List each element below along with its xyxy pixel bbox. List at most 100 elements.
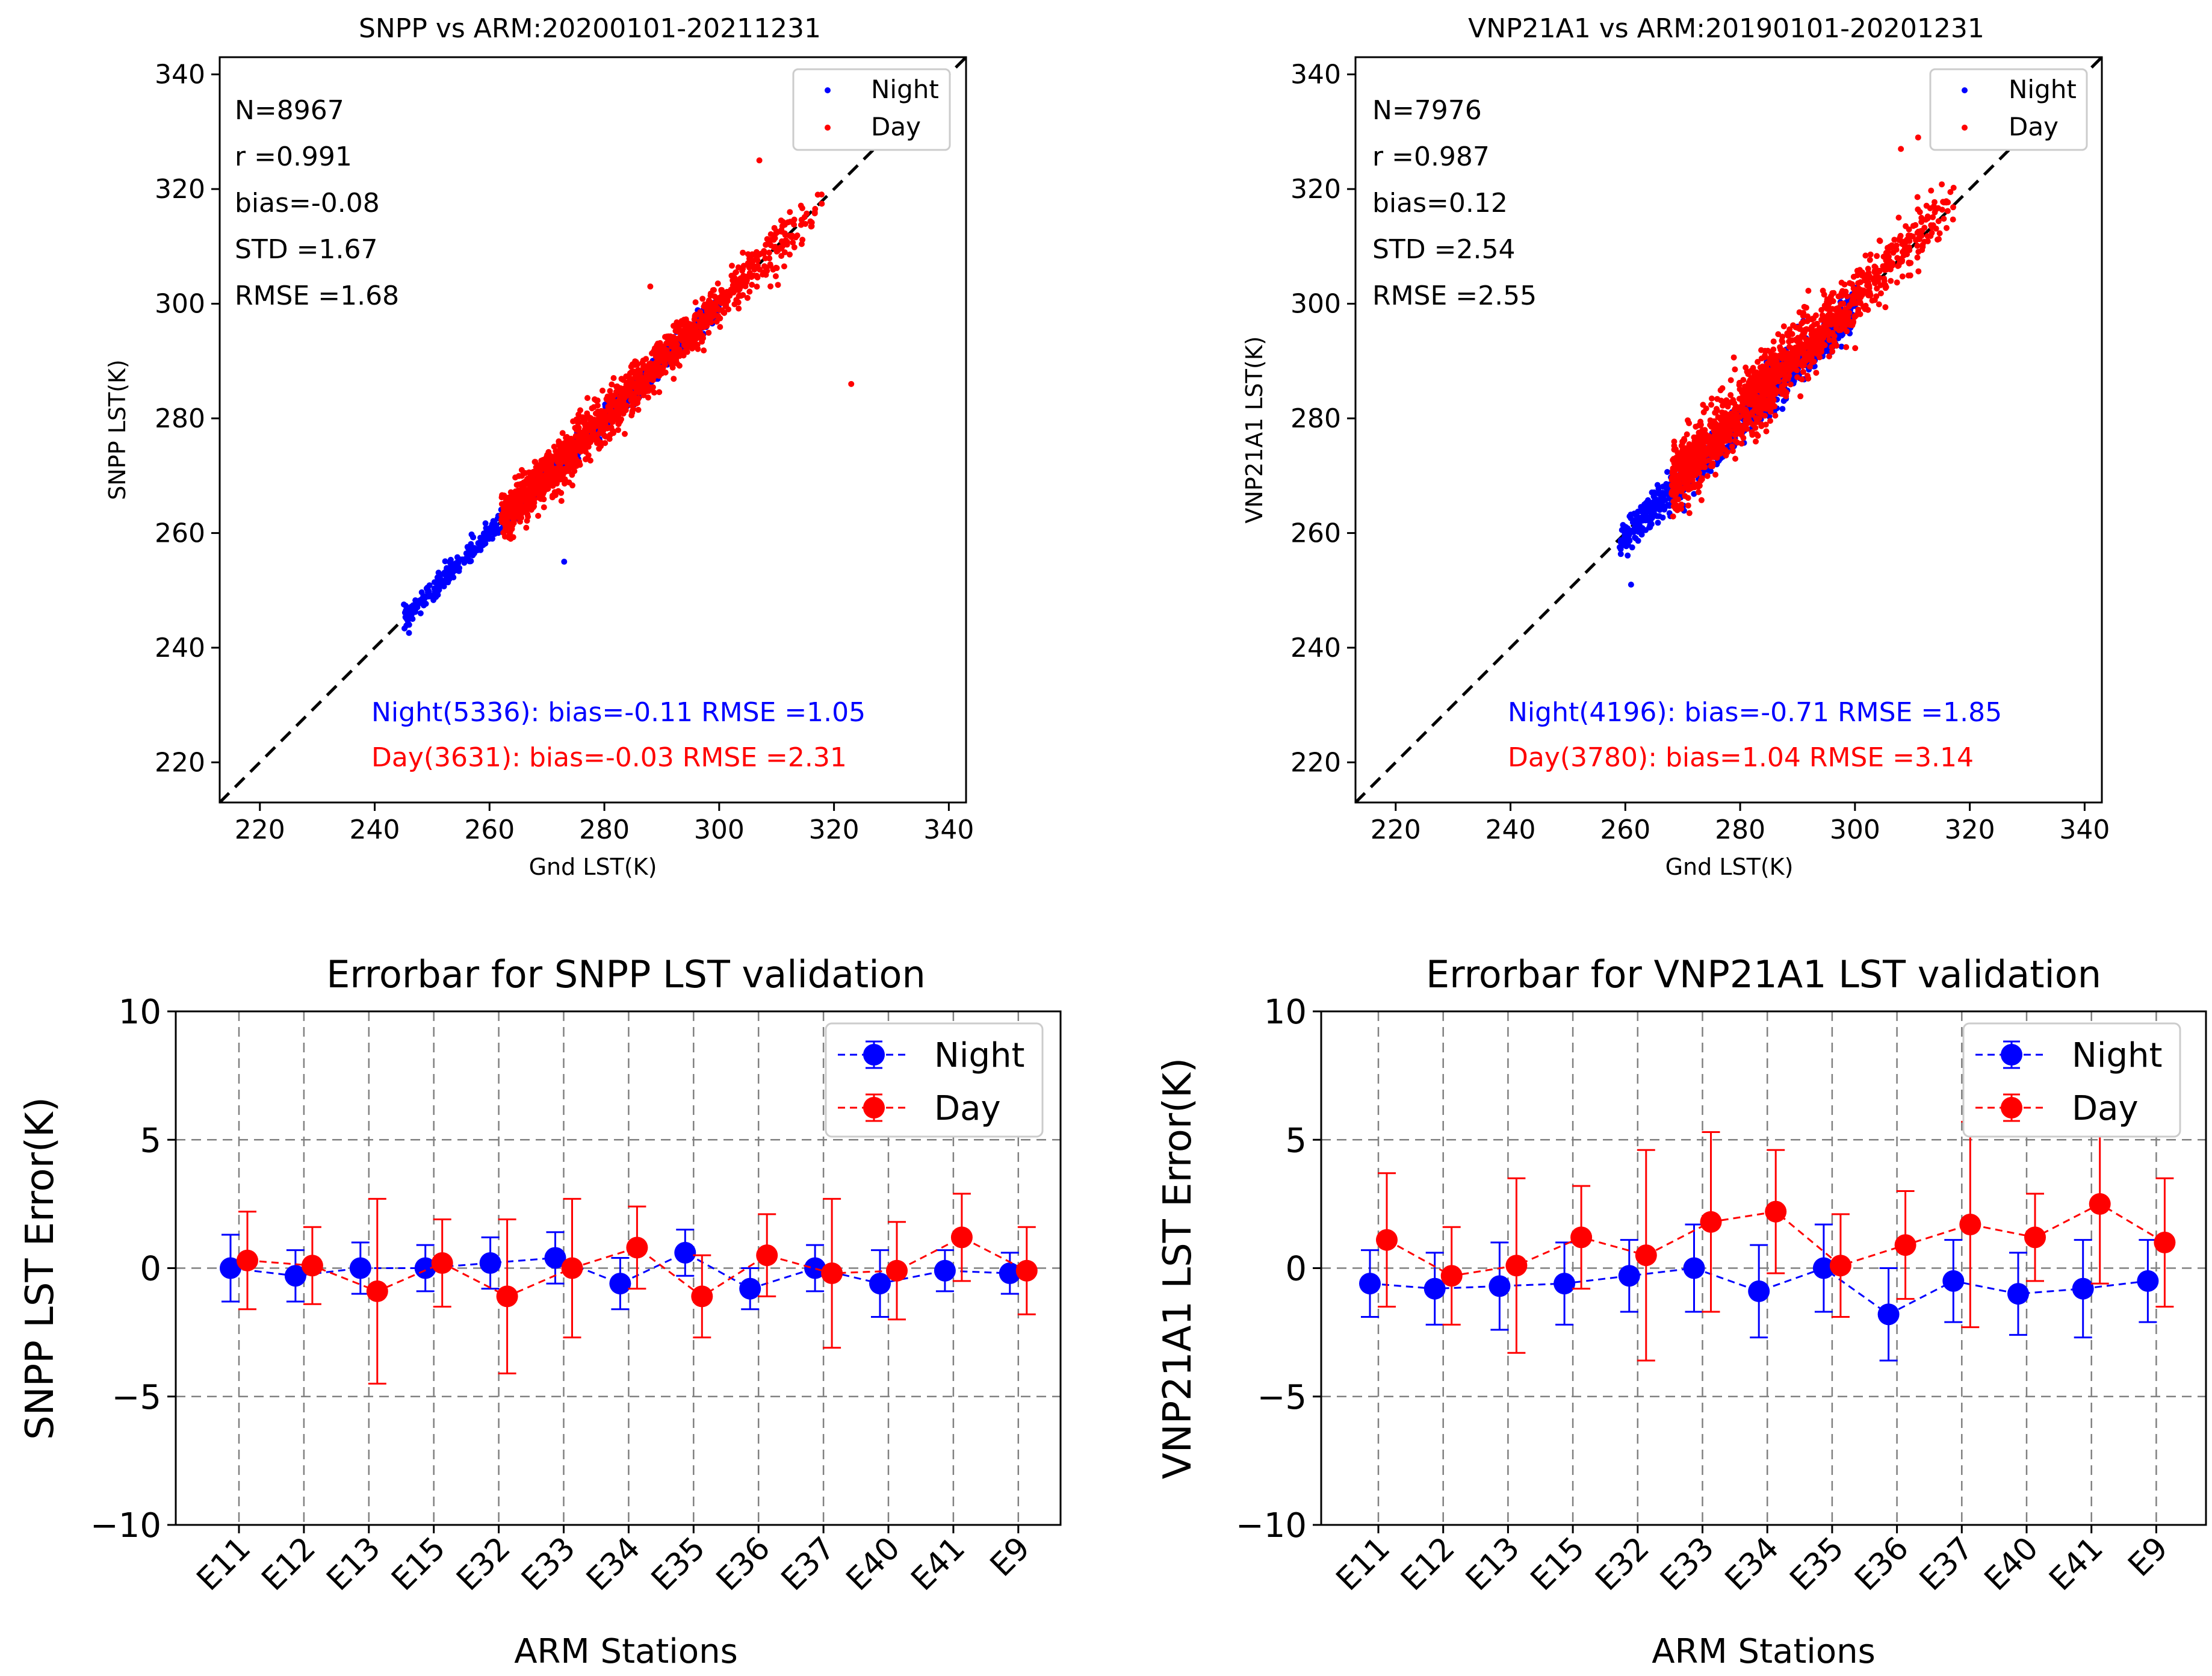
day-point — [674, 360, 680, 367]
night-point — [1617, 551, 1624, 557]
day-point — [499, 512, 506, 519]
x-tick-label: E35 — [645, 1530, 712, 1598]
day-point — [572, 433, 579, 439]
day-point — [1815, 344, 1821, 350]
day-point — [1748, 402, 1755, 408]
day-point — [1933, 206, 1939, 213]
day-point — [1867, 256, 1873, 263]
x-tick-label: 280 — [1715, 815, 1765, 845]
night-point — [1656, 513, 1662, 520]
day-point — [1739, 389, 1745, 396]
day-point — [1823, 314, 1830, 320]
day-point — [619, 400, 625, 406]
night-point — [489, 527, 495, 534]
day-point — [1736, 382, 1743, 388]
day-point — [698, 312, 704, 319]
day-point — [1779, 339, 1786, 345]
day-point — [599, 387, 606, 394]
day-point — [506, 509, 512, 515]
day-point — [791, 216, 798, 223]
day-point — [1854, 300, 1860, 306]
day-point — [1712, 421, 1718, 427]
night-mean-marker — [934, 1259, 956, 1282]
day-point — [770, 237, 776, 243]
day-point — [1696, 439, 1703, 446]
day-points — [498, 140, 855, 542]
night-point — [1655, 485, 1662, 492]
night-mean-marker — [739, 1277, 761, 1300]
night-mean-marker — [1942, 1270, 1965, 1292]
day-point — [531, 459, 538, 465]
x-tick-label: E36 — [710, 1530, 777, 1598]
day-point — [1928, 187, 1935, 194]
day-outlier-point — [1915, 134, 1921, 141]
day-point — [1752, 424, 1759, 431]
night-point — [1634, 525, 1641, 532]
day-point — [583, 456, 589, 462]
day-point — [1733, 405, 1740, 411]
day-point — [658, 348, 665, 355]
day-point — [1698, 497, 1705, 503]
day-point — [736, 305, 742, 312]
day-point — [632, 383, 639, 390]
day-point — [1800, 309, 1807, 316]
day-point — [1700, 402, 1706, 408]
day-point — [592, 396, 598, 403]
day-point — [1744, 417, 1751, 424]
day-point — [1801, 303, 1808, 310]
day-point — [528, 492, 534, 499]
day-point — [1950, 184, 1957, 191]
day-point — [1708, 396, 1715, 402]
day-point — [1800, 358, 1806, 364]
night-point — [418, 589, 425, 595]
day-point — [761, 263, 767, 270]
day-point — [530, 469, 537, 476]
legend-night-marker — [863, 1044, 885, 1066]
day-point — [526, 486, 533, 492]
day-point — [692, 312, 699, 318]
day-point — [1752, 388, 1758, 395]
night-mean-marker — [1489, 1275, 1511, 1297]
day-point — [1828, 293, 1834, 300]
night-mean-marker — [1618, 1265, 1640, 1287]
y-tick-label: 320 — [1290, 174, 1341, 205]
day-point — [1794, 355, 1800, 362]
day-point — [619, 394, 626, 401]
day-point — [651, 390, 657, 396]
day-mean-marker — [1376, 1229, 1398, 1251]
night-outlier-point — [406, 621, 412, 628]
day-point — [1846, 302, 1853, 308]
x-tick-label: E13 — [320, 1530, 388, 1598]
day-point — [696, 318, 703, 324]
day-point — [1695, 449, 1702, 455]
day-point — [623, 373, 630, 380]
stat-r: r =0.991 — [235, 141, 352, 172]
chart-title: Errorbar for SNPP LST validation — [326, 952, 926, 996]
night-point — [1664, 482, 1671, 488]
day-point — [1944, 208, 1951, 214]
day-mean-marker — [821, 1262, 843, 1285]
day-point — [558, 498, 565, 504]
day-point — [764, 241, 771, 247]
day-point — [680, 352, 687, 359]
day-point — [552, 492, 559, 498]
night-point — [477, 547, 484, 553]
x-axis-label: ARM Stations — [514, 1632, 738, 1671]
x-tick-label: 320 — [809, 815, 860, 845]
y-tick-label: 340 — [1290, 60, 1341, 90]
day-point — [1788, 337, 1795, 344]
day-point — [1910, 223, 1916, 229]
night-point — [1641, 501, 1647, 508]
day-point — [746, 262, 752, 269]
scatter-points — [1616, 134, 1957, 588]
x-tick-label: 260 — [464, 815, 515, 845]
day-point — [1914, 254, 1921, 261]
day-point — [1832, 321, 1839, 327]
day-point — [1761, 394, 1767, 400]
day-point — [602, 440, 609, 446]
night-point — [404, 610, 411, 616]
day-point — [512, 474, 519, 481]
stats-box: N=7976 r =0.987 bias=0.12 STD =2.54 RMSE… — [1372, 95, 1537, 311]
day-point — [1800, 368, 1806, 375]
